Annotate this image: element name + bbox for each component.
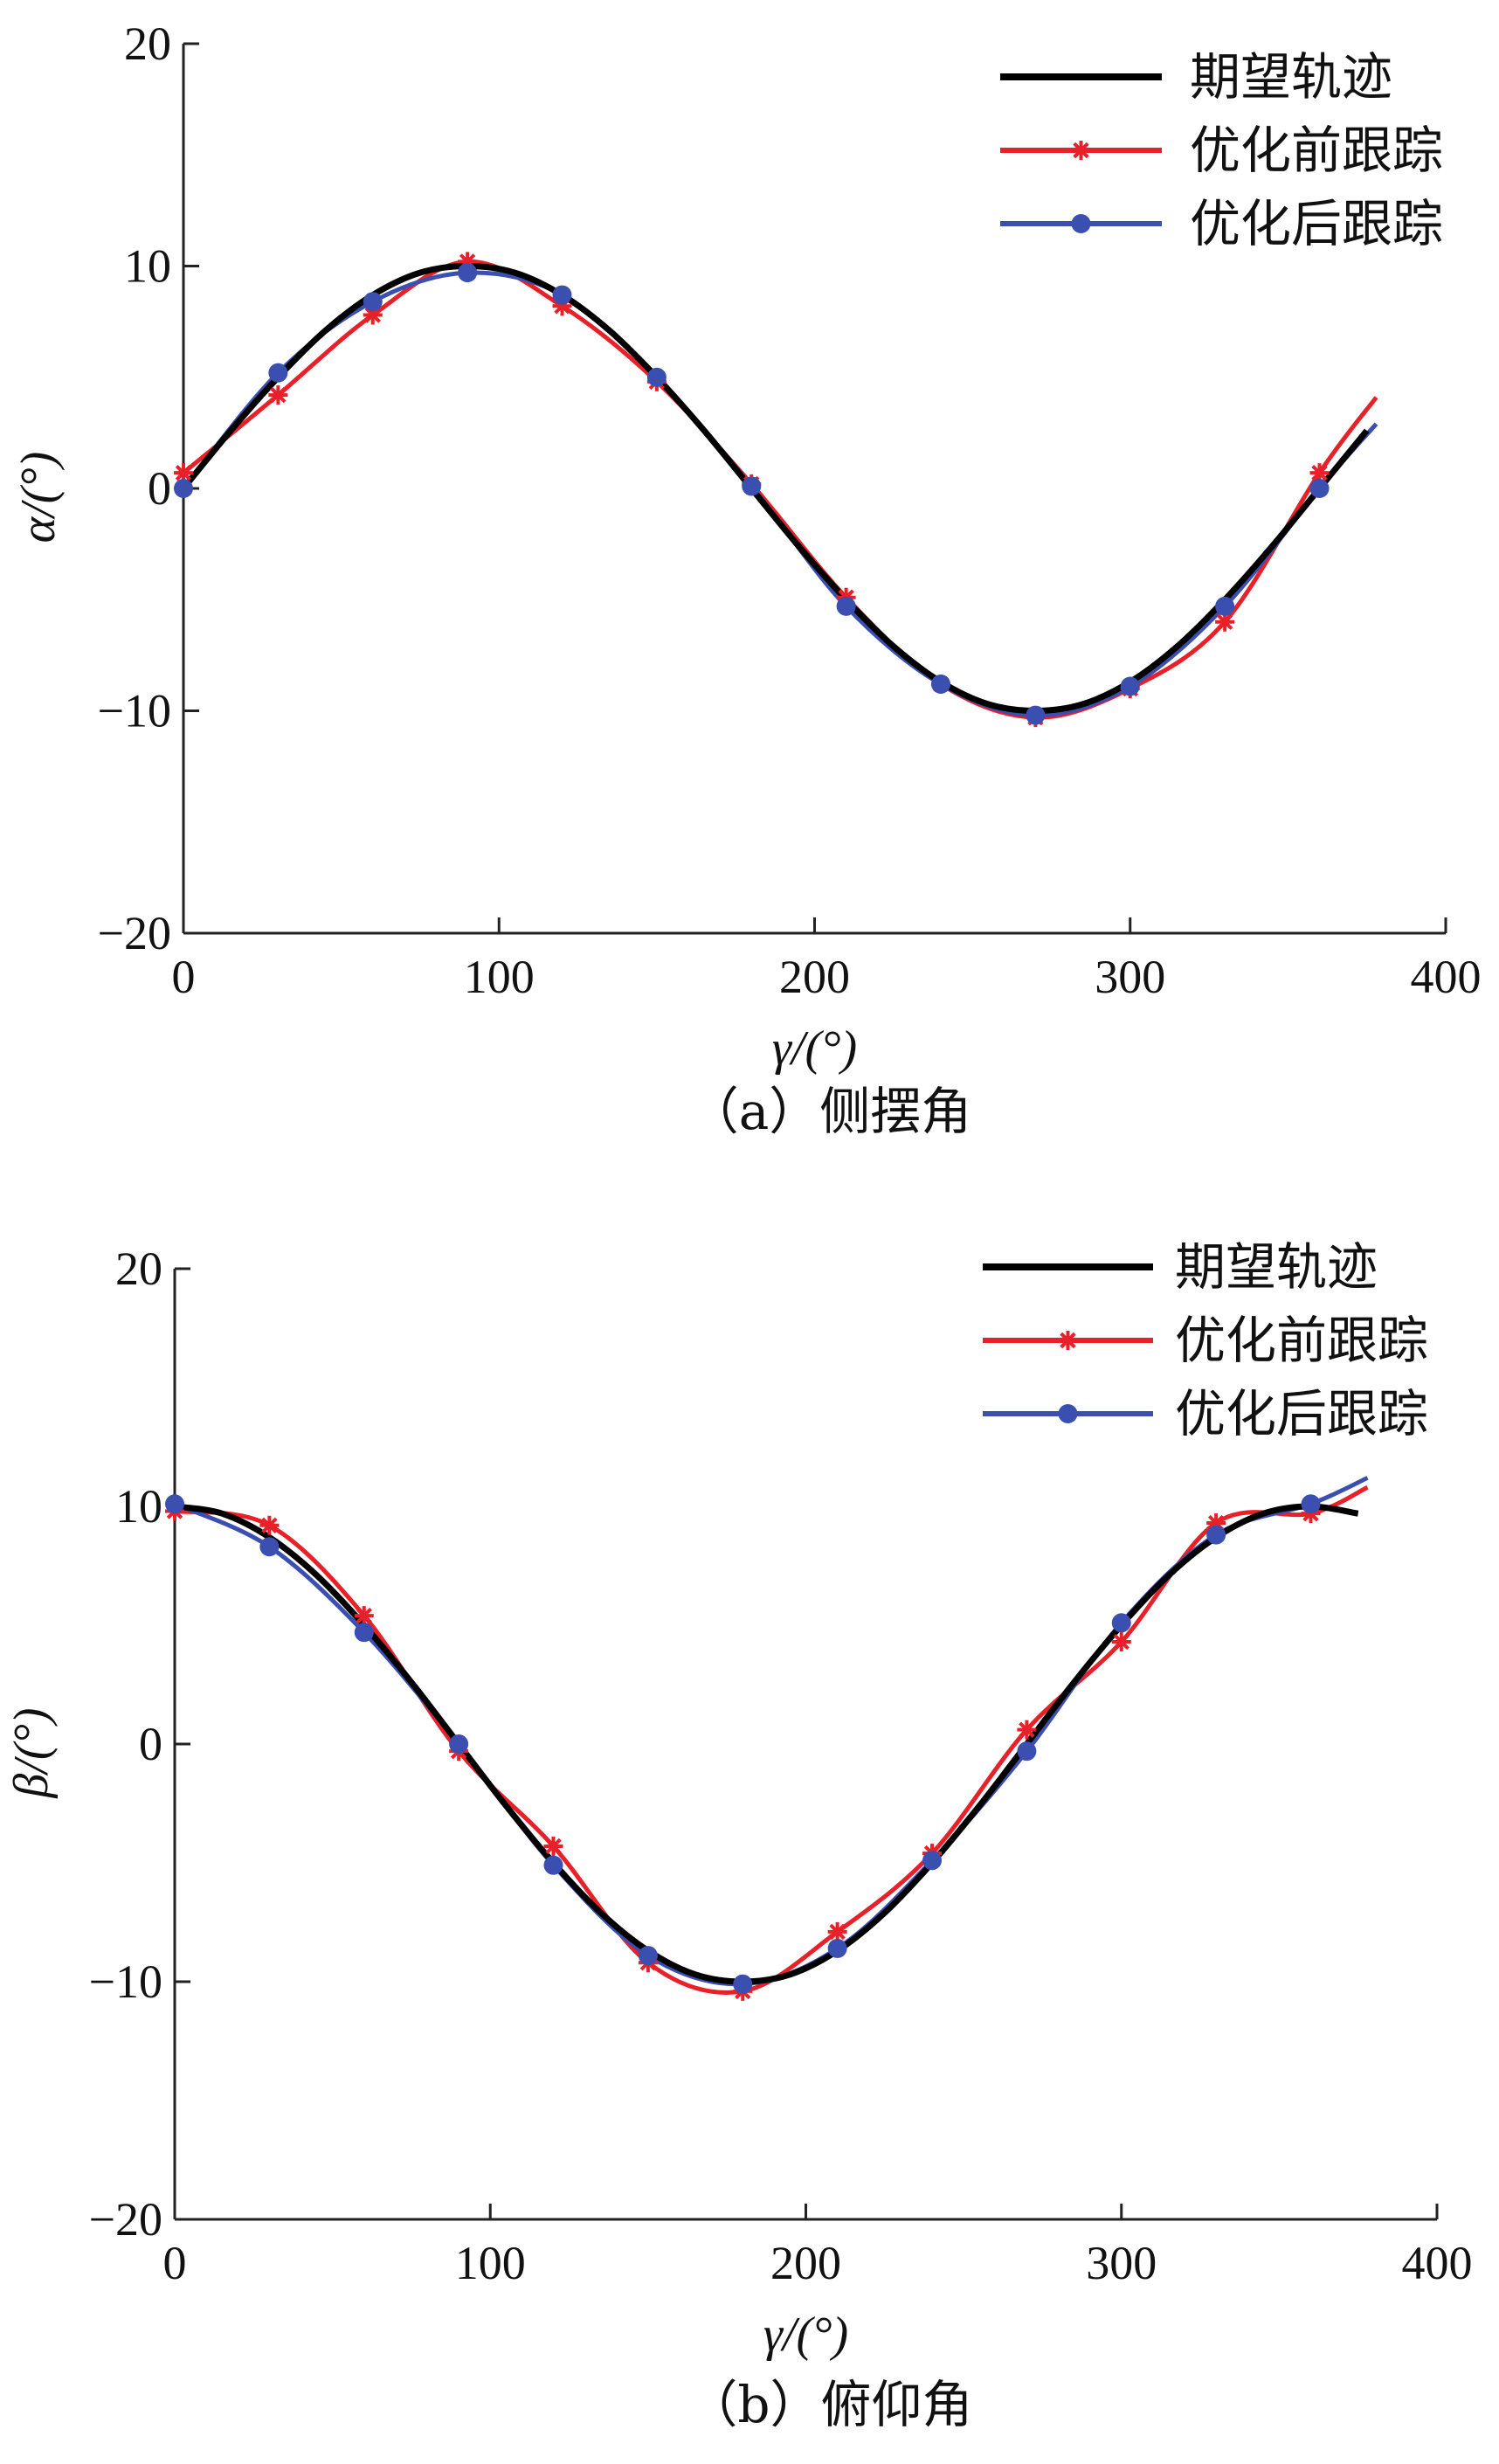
x-tick-label: 0 xyxy=(163,2237,187,2289)
series-2-point xyxy=(165,1494,184,1514)
x-tick-label: 400 xyxy=(1402,2237,1473,2289)
series-2-point xyxy=(1215,596,1235,616)
legend-label-1: 优化前跟踪 xyxy=(1175,1311,1428,1370)
legend-label-2: 优化后跟踪 xyxy=(1175,1384,1428,1443)
y-tick-label: −10 xyxy=(89,1955,162,2008)
legend-label-0: 期望轨迹 xyxy=(1190,47,1392,107)
series-line-1 xyxy=(182,259,1378,720)
y-axis-title: α/(°) xyxy=(11,452,66,543)
series-1-point xyxy=(827,1921,847,1941)
chart-caption: （b）俯仰角 xyxy=(687,2375,972,2434)
x-tick-label: 0 xyxy=(172,951,196,1003)
series-2-point xyxy=(354,1623,374,1643)
series-2-point xyxy=(733,1974,753,1994)
series-1-point xyxy=(354,1606,374,1626)
x-axis-title: γ/(°) xyxy=(772,1021,857,1076)
y-tick-label: 10 xyxy=(115,1480,162,1533)
y-tick-label: 0 xyxy=(139,1718,162,1770)
series-2-point xyxy=(1026,705,1046,725)
series-2-point xyxy=(543,1855,563,1875)
series-2-point xyxy=(646,367,667,387)
series-2-point xyxy=(1017,1741,1037,1761)
series-2-point xyxy=(174,479,193,498)
y-tick-label: 0 xyxy=(148,462,171,515)
series-1-point xyxy=(1017,1720,1037,1740)
y-tick-label: −20 xyxy=(89,2193,162,2246)
y-tick-label: −20 xyxy=(98,907,171,959)
x-tick-label: 300 xyxy=(1086,2237,1157,2289)
legend-label-2: 优化后跟踪 xyxy=(1190,194,1443,253)
legend-marker-1 xyxy=(1071,141,1091,160)
x-tick-label: 200 xyxy=(779,951,850,1003)
series-1-point xyxy=(543,1836,563,1856)
series-2-point xyxy=(922,1851,942,1871)
legend-marker-2 xyxy=(1058,1404,1078,1423)
chart-caption: （a）侧摆角 xyxy=(688,1082,972,1141)
series-2-point xyxy=(931,674,950,694)
x-tick-label: 300 xyxy=(1095,951,1165,1003)
series-2-point xyxy=(1111,1613,1131,1633)
y-axis-title: β/(°) xyxy=(4,1707,59,1798)
y-tick-label: 10 xyxy=(124,240,171,293)
y-tick-label: −10 xyxy=(98,685,171,737)
series-1-point xyxy=(1111,1632,1131,1652)
series-1-point xyxy=(268,385,288,405)
series-line-1 xyxy=(174,1485,1369,1995)
y-tick-label: 20 xyxy=(115,1242,162,1295)
series-2-point xyxy=(1120,676,1140,696)
series-1-point xyxy=(259,1515,280,1535)
chart-panel-b: 0 100 200 300 400 20 10 0 −10 −20 γ/(°) β/(°) 期望轨迹 优化… xyxy=(0,1206,1499,2464)
series-2-point xyxy=(552,285,572,305)
x-tick-label: 400 xyxy=(1411,951,1482,1003)
legend-marker-2 xyxy=(1071,214,1091,233)
series-2-point xyxy=(836,596,856,616)
legend-label-0: 期望轨迹 xyxy=(1175,1237,1378,1297)
chart-panel-a: 0 100 200 300 400 20 10 0 −10 −20 γ/(°) α/(°) 期望轨迹 优化… xyxy=(0,0,1499,1180)
y-tick-label: 20 xyxy=(124,17,171,70)
x-tick-label: 200 xyxy=(770,2237,841,2289)
series-2-point xyxy=(1309,479,1330,498)
series-2-point xyxy=(742,476,762,496)
series-2-point xyxy=(1206,1525,1226,1545)
series-2-point xyxy=(1301,1494,1321,1514)
series-2-point xyxy=(458,263,478,283)
x-axis-title: γ/(°) xyxy=(763,2308,848,2362)
series-2-point xyxy=(268,363,288,383)
series-2-point xyxy=(449,1734,469,1754)
series-2-point xyxy=(363,292,383,312)
x-tick-label: 100 xyxy=(464,951,535,1003)
series-2-point xyxy=(827,1938,847,1958)
series-2-point xyxy=(259,1537,280,1557)
chart-svg: 0 100 200 300 40020100−10−20γ/(°)β/(°)期望轨迹优化… xyxy=(4,1237,1473,2434)
series-line-0 xyxy=(174,1503,1359,1985)
legend-label-1: 优化前跟踪 xyxy=(1190,121,1443,180)
series-2-point xyxy=(638,1946,658,1966)
legend-marker-1 xyxy=(1058,1331,1078,1350)
chart-svg: 0 100 200 300 40020100−10−20γ/(°)α/(°)期望轨迹优化… xyxy=(11,17,1482,1141)
x-tick-label: 100 xyxy=(455,2237,526,2289)
